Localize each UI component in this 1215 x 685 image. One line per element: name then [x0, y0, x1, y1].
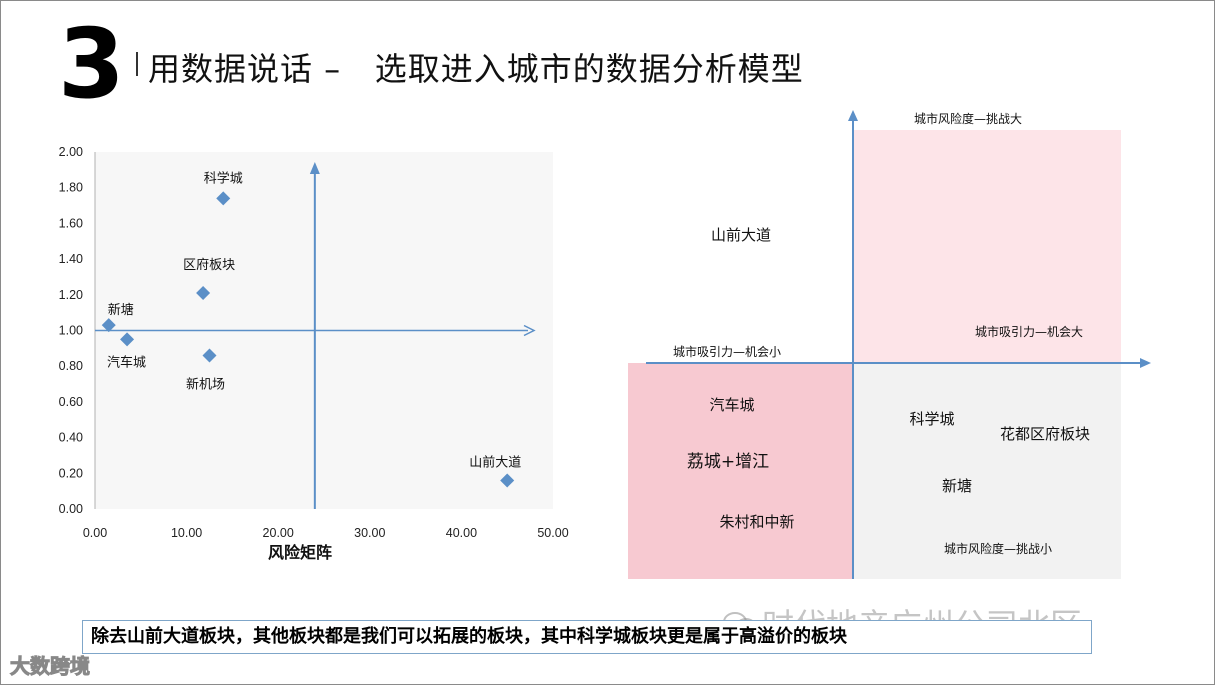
quadrant-top-right-bg [853, 130, 1121, 363]
quadrant-item: 新塘 [942, 477, 972, 495]
scatter-chart: 0.00 0.20 0.40 0.60 0.80 1.00 1.20 1.40 1.60 1.80… [59, 145, 569, 562]
y-tick-label: 0.20 [59, 466, 83, 480]
brand-watermark: 大数跨境 [10, 654, 91, 679]
x-tick-label: 40.00 [446, 526, 477, 540]
point-label: 汽车城 [107, 354, 146, 370]
reference-arrow-up [309, 162, 320, 174]
slide-title: 用数据说话 – 选取进入城市的数据分析模型 [148, 50, 804, 88]
y-tick-label: 0.60 [59, 395, 83, 409]
y-tick-label: 0.40 [59, 431, 83, 445]
y-tick-label: 1.40 [59, 252, 83, 266]
y-tick-label: 1.20 [59, 288, 83, 302]
scatter-x-title: 风险矩阵 [268, 543, 332, 562]
quadrant-left-axis-label: 城市吸引力—机会小 [673, 344, 781, 359]
scatter-point [120, 332, 135, 347]
quadrant-item: 山前大道 [711, 226, 771, 244]
quadrant-bottom-axis-label: 城市风险度—挑战小 [944, 541, 1052, 556]
scatter-point [500, 473, 515, 488]
quadrant-item: 科学城 [909, 410, 954, 428]
y-tick-label: 1.60 [59, 216, 83, 230]
scatter-point [216, 191, 231, 206]
quadrant-chart: 城市风险度—挑战大 城市风险度—挑战小 城市吸引力—机会小 城市吸引力—机会大 … [628, 110, 1151, 579]
quadrant-vertical-arrow [848, 110, 858, 121]
title-divider [136, 52, 138, 76]
scatter-point [101, 318, 116, 333]
summary-box: 除去山前大道板块，其他板块都是我们可以拓展的板块，其中科学城板块更是属于高溢价的… [82, 620, 1092, 654]
quadrant-item: 花都区府板块 [1000, 425, 1090, 443]
reference-arrow-right [523, 324, 536, 337]
quadrant-horizontal-arrow [1140, 358, 1151, 368]
quadrant-right-axis-label: 城市吸引力—机会大 [975, 324, 1083, 339]
scatter-reference-lines [95, 162, 536, 509]
quadrant-top-left-bg [628, 130, 853, 363]
quadrant-item: 汽车城 [709, 396, 754, 414]
scatter-x-ticks: 0.00 10.00 20.00 30.00 40.00 50.00 [83, 526, 569, 540]
y-tick-label: 0.00 [59, 502, 83, 516]
point-label: 区府板块 [183, 258, 235, 273]
x-tick-label: 30.00 [354, 526, 385, 540]
quadrant-item: 荔城+增江 [687, 452, 769, 472]
quadrant-item: 朱村和中新 [719, 513, 794, 531]
y-tick-label: 1.00 [59, 324, 83, 338]
x-tick-label: 20.00 [263, 526, 294, 540]
point-label: 新塘 [108, 302, 134, 318]
point-label: 新机场 [186, 376, 225, 392]
x-tick-label: 0.00 [83, 526, 107, 540]
point-label: 山前大道 [469, 454, 521, 470]
quadrant-bottom-right-bg [853, 363, 1121, 579]
y-tick-label: 2.00 [59, 145, 83, 159]
scatter-point [196, 286, 211, 301]
quadrant-top-axis-label: 城市风险度—挑战大 [914, 111, 1022, 126]
scatter-point [202, 348, 217, 363]
scatter-y-ticks: 0.00 0.20 0.40 0.60 0.80 1.00 1.20 1.40 1.60 1.80… [59, 145, 83, 516]
quadrant-bottom-left-bg [628, 363, 853, 579]
y-tick-label: 1.80 [59, 181, 83, 195]
x-tick-label: 10.00 [171, 526, 202, 540]
x-tick-label: 50.00 [537, 526, 568, 540]
slide-number: 3 [58, 8, 125, 120]
y-tick-label: 0.80 [59, 359, 83, 373]
point-label: 科学城 [204, 170, 243, 186]
